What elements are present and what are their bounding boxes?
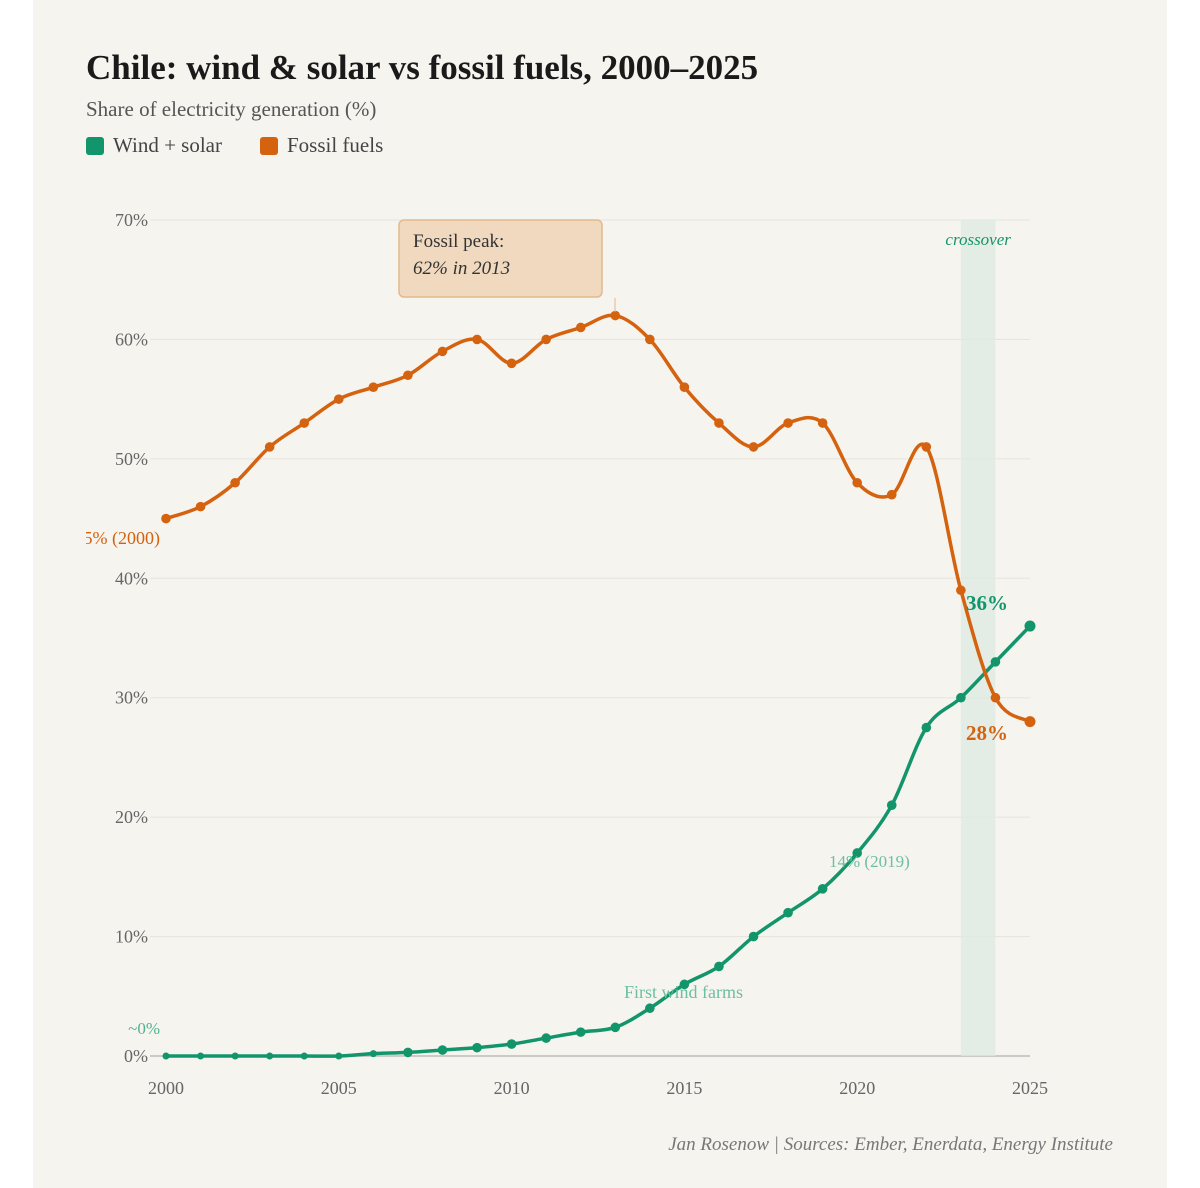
data-point (921, 722, 932, 733)
data-point (852, 848, 862, 858)
data-point (817, 884, 828, 894)
data-point (299, 418, 310, 428)
data-point (714, 961, 724, 972)
fossil-peak-callout-box (398, 219, 603, 298)
data-point (575, 322, 586, 333)
data-point (334, 394, 344, 404)
y-tick-label: 0% (124, 1046, 148, 1066)
legend-item-wind-solar: Wind + solar (86, 133, 222, 158)
data-point (852, 477, 862, 488)
crossover-label: crossover (945, 230, 1011, 249)
data-point (886, 489, 897, 500)
x-tick-label: 2025 (1012, 1078, 1048, 1098)
x-tick-label: 2015 (666, 1078, 702, 1098)
data-point (472, 1042, 482, 1053)
y-tick-label: 40% (115, 568, 148, 588)
data-point (990, 692, 1001, 703)
fossil-peak-callout-line2: 62% in 2013 (413, 258, 510, 279)
legend-swatch-wind-solar (86, 136, 104, 155)
series-line-wind-solar (166, 624, 1032, 1058)
data-point (506, 358, 517, 369)
data-point (197, 1052, 205, 1060)
data-point (300, 1052, 308, 1060)
chart-subtitle: Share of electricity generation (%) (86, 97, 377, 121)
data-point (610, 310, 621, 321)
x-tick-label: 2005 (321, 1078, 357, 1098)
data-point (817, 418, 828, 428)
y-tick-label: 10% (115, 927, 148, 947)
first-wind-farms-label: First wind farms (624, 982, 743, 1002)
data-point (231, 1052, 239, 1060)
wind-end-label: 36% (966, 591, 1008, 615)
fossil-peak-callout-line1: Fossil peak: (413, 231, 504, 252)
data-point (748, 931, 759, 942)
data-point (264, 442, 275, 452)
y-tick-label: 70% (115, 210, 148, 230)
data-point (714, 418, 724, 428)
fossil-start-label: 45% (2000) (75, 528, 160, 549)
data-point (541, 334, 551, 345)
data-point (403, 370, 413, 381)
data-point (161, 513, 171, 524)
legend-label: Wind + solar (113, 133, 222, 157)
data-point (748, 442, 759, 452)
y-tick-label: 20% (115, 807, 148, 827)
data-point (195, 501, 206, 512)
data-point (506, 1039, 517, 1049)
data-point (1024, 716, 1036, 728)
data-point (645, 334, 655, 345)
data-point (679, 979, 690, 990)
data-point (368, 382, 379, 393)
crossover-band (960, 220, 996, 1056)
data-point (403, 1047, 413, 1058)
data-point (335, 1052, 343, 1060)
data-point (610, 1022, 621, 1033)
data-point (956, 692, 966, 703)
source-credit: Jan Rosenow | Sources: Ember, Enerdata, … (668, 1134, 1113, 1155)
data-point (575, 1027, 586, 1037)
y-tick-label: 60% (115, 329, 148, 349)
data-point (783, 418, 793, 428)
legend-label: Fossil fuels (286, 133, 384, 157)
x-tick-label: 2010 (494, 1078, 530, 1098)
data-point (162, 1052, 170, 1060)
series-line-fossil (165, 313, 1031, 724)
data-point (956, 585, 966, 596)
legend-item-fossil: Fossil fuels (259, 133, 384, 158)
data-point (783, 907, 793, 918)
legend-swatch-fossil (259, 136, 278, 155)
data-point (437, 346, 448, 357)
chart-title: Chile: wind & solar vs fossil fuels, 200… (86, 48, 759, 87)
x-tick-label: 2000 (148, 1078, 184, 1098)
data-point (230, 477, 240, 488)
data-point (472, 334, 482, 345)
fossil-end-label: 28% (966, 721, 1008, 745)
wind-start-label: ~0% (128, 1019, 160, 1038)
data-point (921, 442, 932, 452)
data-point (437, 1045, 448, 1055)
legend: Wind + solar Fossil fuels (86, 133, 383, 158)
data-point (886, 800, 897, 810)
y-tick-label: 50% (115, 449, 148, 469)
data-point (369, 1050, 377, 1058)
data-point (541, 1033, 551, 1043)
wind-2019-label: 14% (2019) (829, 852, 910, 871)
y-tick-label: 30% (115, 688, 148, 708)
data-point (645, 1003, 655, 1014)
data-point (1024, 620, 1036, 632)
x-tick-label: 2020 (839, 1078, 875, 1098)
data-point (679, 382, 690, 393)
data-point (266, 1052, 274, 1060)
data-point (990, 657, 1001, 667)
